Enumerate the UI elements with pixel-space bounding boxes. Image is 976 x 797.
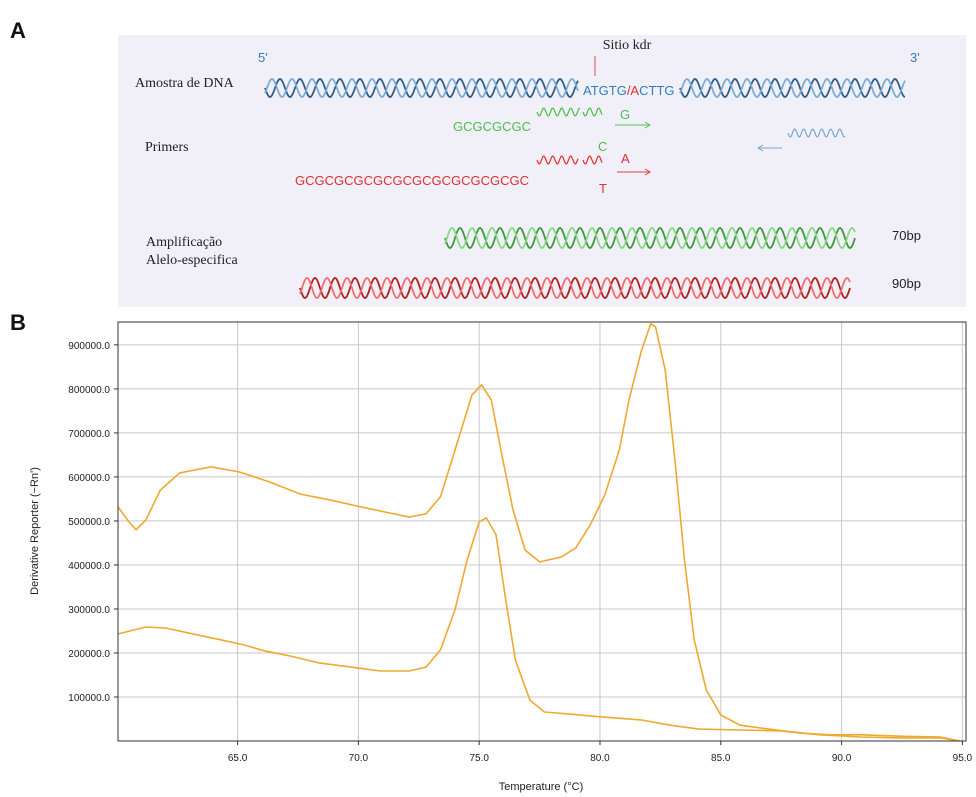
x-tick-label: 90.0 xyxy=(832,753,852,764)
primer-base: T xyxy=(599,181,607,196)
strand-end: 5' xyxy=(258,50,268,65)
x-tick-label: 80.0 xyxy=(590,753,610,764)
size-label: 70bp xyxy=(892,228,921,243)
x-tick-label: 95.0 xyxy=(953,753,973,764)
y-tick-label: 900000.0 xyxy=(68,341,110,352)
row-label: Primers xyxy=(145,140,189,155)
y-tick-label: 400000.0 xyxy=(68,561,110,572)
y-tick-label: 100000.0 xyxy=(68,693,110,704)
y-tick-label: 500000.0 xyxy=(68,517,110,528)
row-label: Alelo-especifica xyxy=(146,253,239,268)
sequence: ATGTG/ACTTG xyxy=(583,83,675,98)
y-tick-label: 800000.0 xyxy=(68,385,110,396)
strand-end: 3' xyxy=(910,50,920,65)
panel-label: A xyxy=(10,18,26,43)
x-tick-label: 70.0 xyxy=(349,753,369,764)
row-label: Amplificação xyxy=(146,235,222,250)
y-tick-label: 700000.0 xyxy=(68,429,110,440)
y-tick-label: 300000.0 xyxy=(68,605,110,616)
primer-base: A xyxy=(621,151,630,166)
x-tick-label: 65.0 xyxy=(228,753,248,764)
primer-base: G xyxy=(620,107,630,122)
primer-tail: GCGCGCGC xyxy=(453,119,531,134)
x-tick-label: 85.0 xyxy=(711,753,731,764)
site-label: Sitio kdr xyxy=(603,38,652,53)
y-tick-label: 200000.0 xyxy=(68,649,110,660)
y-axis-title: Derivative Reporter (−Rn') xyxy=(29,467,41,595)
sequence-part: /A xyxy=(627,83,640,98)
x-axis-title: Temperature (°C) xyxy=(499,781,583,793)
primer-tail: GCGCGCGCGCGCGCGCGCGCGCGC xyxy=(295,173,529,188)
y-tick-label: 600000.0 xyxy=(68,473,110,484)
figure: A 5' 3' Sitio kdr Amostra de DNA ATGTG/A… xyxy=(0,0,976,797)
plot-area xyxy=(118,322,966,741)
diagram-background xyxy=(118,35,966,307)
sequence-part: CTTG xyxy=(639,83,674,98)
size-label: 90bp xyxy=(892,276,921,291)
primer-base: C xyxy=(598,139,607,154)
sequence-part: ATGTG xyxy=(583,83,627,98)
panel-label: B xyxy=(10,310,26,335)
x-tick-label: 75.0 xyxy=(469,753,489,764)
row-label: Amostra de DNA xyxy=(135,76,235,91)
